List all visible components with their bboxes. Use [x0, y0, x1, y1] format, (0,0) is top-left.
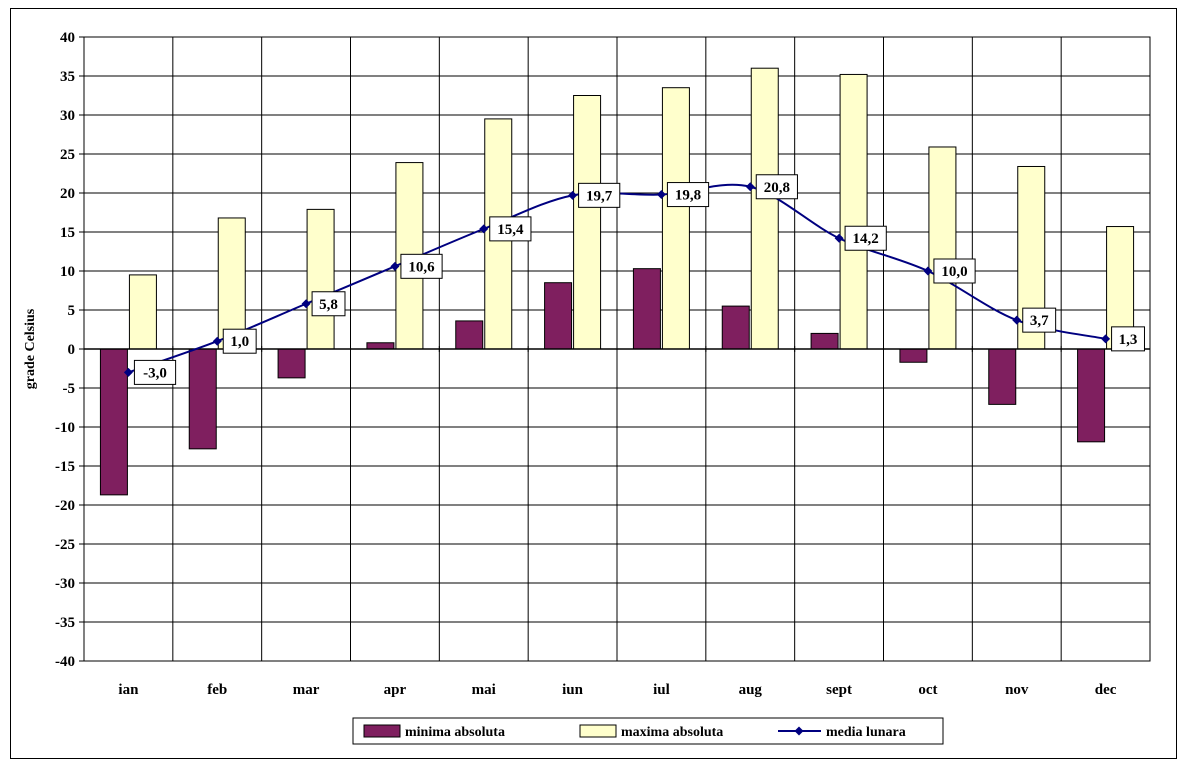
point-media-lunara — [1101, 334, 1111, 344]
x-tick-label: mar — [293, 682, 320, 698]
y-tick-label: 10 — [60, 264, 75, 280]
data-label: 10,0 — [941, 264, 967, 280]
y-tick-label: -40 — [55, 654, 75, 670]
y-tick-label: 35 — [60, 69, 75, 85]
y-tick-label: -25 — [55, 537, 75, 553]
y-tick-label: 25 — [60, 147, 75, 163]
point-media-lunara — [301, 299, 311, 309]
data-label: 19,8 — [675, 188, 701, 204]
y-tick-label: -15 — [55, 459, 75, 475]
legend-label-maxima-absoluta: maxima absoluta — [621, 725, 723, 740]
data-label: 15,4 — [497, 222, 524, 238]
y-axis-label: grade Celsius — [23, 308, 38, 389]
data-label-box — [489, 216, 532, 242]
bar-maxima-absoluta — [839, 73, 868, 350]
bar-minima-absoluta — [1077, 348, 1106, 443]
bar-minima-absoluta — [99, 348, 128, 496]
point-media-lunara — [656, 190, 666, 200]
point-media-lunara — [212, 336, 222, 346]
bar-minima-absoluta — [632, 268, 661, 350]
x-tick-label: dec — [1095, 682, 1117, 698]
y-tick-label: -5 — [63, 381, 76, 397]
data-label-box — [400, 253, 443, 279]
point-media-lunara — [479, 224, 489, 234]
bar-minima-absoluta — [899, 348, 928, 363]
y-tick-label: -10 — [55, 420, 75, 436]
legend-box — [352, 717, 944, 745]
data-label-box — [1022, 307, 1057, 333]
y-tick-label: 15 — [60, 225, 75, 241]
bar-minima-absoluta — [721, 305, 750, 350]
data-label: -3,0 — [143, 365, 167, 381]
data-label: 5,8 — [319, 297, 338, 313]
data-label-box — [666, 182, 710, 208]
labels-layer: -3,0 1,0 5,8 10,6 15,4 19,7 19,8 20,8 14,2 10,0 3,… — [133, 174, 1145, 385]
point-media-lunara — [923, 266, 933, 276]
y-tick-label: 20 — [60, 186, 75, 202]
data-label: 10,6 — [408, 259, 435, 275]
x-tick-label: sept — [826, 682, 852, 698]
y-tick-label: -20 — [55, 498, 75, 514]
x-tick-label: iun — [562, 682, 584, 698]
bar-maxima-absoluta — [128, 274, 157, 350]
y-tick-label: -35 — [55, 615, 75, 631]
y-tick-label: 0 — [68, 342, 76, 358]
x-tick-label: feb — [207, 682, 227, 698]
data-label: 20,8 — [764, 180, 790, 196]
data-label: 1,3 — [1119, 332, 1138, 348]
bar-minima-absoluta — [988, 348, 1017, 405]
bar-maxima-absoluta — [573, 95, 602, 350]
bar-minima-absoluta — [455, 320, 484, 350]
legend-swatch-maxima-absoluta — [579, 724, 617, 738]
axis-layer: 40 35 30 25 20 15 10 5 0 -5 -10 -15 -20 -25 -30 -35 -40 i… — [55, 30, 1150, 698]
data-label-box — [222, 328, 257, 354]
data-label-box — [311, 291, 346, 317]
x-tick-label: aug — [739, 682, 763, 698]
bar-maxima-absoluta — [306, 208, 335, 350]
point-media-lunara — [568, 190, 578, 200]
bar-maxima-absoluta — [750, 67, 779, 350]
x-tick-label: mai — [472, 682, 496, 698]
legend-label-minima-absoluta: minima absoluta — [405, 725, 505, 740]
bar-minima-absoluta — [810, 332, 839, 350]
x-tick-label: iul — [653, 682, 670, 698]
data-label: 3,7 — [1030, 313, 1049, 329]
data-label-box — [578, 182, 621, 208]
point-media-lunara — [834, 233, 844, 243]
legend-swatch-minima-absoluta — [363, 724, 401, 738]
data-label-box — [1111, 326, 1145, 352]
x-tick-label: apr — [384, 682, 407, 698]
data-label: 14,2 — [853, 231, 879, 247]
bar-minima-absoluta — [366, 342, 395, 350]
bar-maxima-absoluta — [217, 217, 246, 350]
x-tick-label: oct — [918, 682, 937, 698]
point-media-lunara — [390, 261, 400, 271]
point-media-lunara — [123, 367, 133, 377]
data-label: 1,0 — [230, 334, 249, 350]
y-tick-label: 5 — [68, 303, 76, 319]
data-label-box — [755, 174, 798, 200]
data-label: 19,7 — [586, 188, 613, 204]
bar-minima-absoluta — [544, 282, 573, 350]
point-media-lunara — [745, 182, 755, 192]
legend-label-media-lunara: media lunara — [826, 725, 906, 740]
legend: minima absoluta maxima absoluta media luna… — [352, 717, 944, 745]
point-media-lunara — [1012, 315, 1022, 325]
y-tick-label: -30 — [55, 576, 75, 592]
y-tick-label: 40 — [60, 30, 75, 46]
bar-minima-absoluta — [277, 348, 306, 379]
x-tick-label: nov — [1005, 682, 1029, 698]
y-tick-label: 30 — [60, 108, 75, 124]
bar-minima-absoluta — [188, 348, 217, 450]
legend-marker-media-lunara — [794, 726, 804, 736]
data-label-box — [933, 258, 976, 284]
x-tick-label: ian — [118, 682, 139, 698]
data-label-box — [844, 225, 887, 251]
bar-maxima-absoluta — [661, 87, 690, 350]
bar-maxima-absoluta — [928, 146, 957, 350]
data-label-box — [133, 359, 177, 385]
